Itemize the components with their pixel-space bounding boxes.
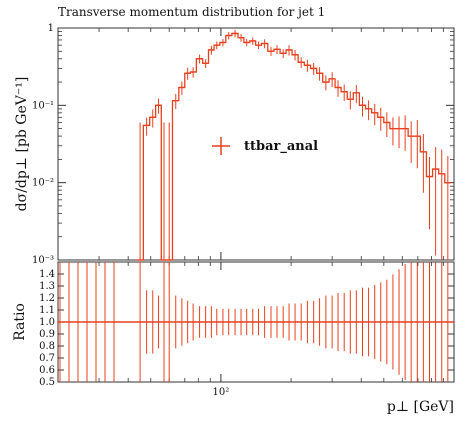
ratio-y-tick-label: 1.3 <box>39 281 55 292</box>
ratio-y-tick-label: 1.4 <box>39 269 55 280</box>
ratio-y-tick-label: 0.5 <box>39 377 55 388</box>
ratio-y-tick-label: 1.1 <box>39 305 55 316</box>
ratio-panel: 0.50.60.70.80.91.01.11.21.31.4 10² Ratio <box>12 261 455 398</box>
main-error-bars <box>139 29 449 260</box>
main-x-ticks <box>57 28 455 260</box>
xlabel: p⊥ [GeV] <box>387 399 454 415</box>
chart-title: Transverse momentum distribution for jet… <box>58 5 325 19</box>
main-y-tick-labels: 1 10⁻¹ 10⁻² 10⁻³ <box>32 23 54 266</box>
ratio-x-tick-label: 10² <box>213 387 230 398</box>
main-y-tick-label: 10⁻² <box>32 178 54 189</box>
ratio-y-tick-label: 0.8 <box>39 341 55 352</box>
ratio-y-tick-label: 0.6 <box>39 365 55 376</box>
legend-label: ttbar_anal <box>244 139 318 154</box>
main-y-tick-label: 10⁻³ <box>32 255 54 266</box>
ratio-x-ticks <box>57 262 455 382</box>
ratio-ylabel: Ratio <box>12 303 28 341</box>
main-y-ticks <box>58 27 454 261</box>
legend: ttbar_anal <box>212 137 318 155</box>
main-ylabel: dσ/dp⊥ [pb GeV⁻¹] <box>14 77 30 212</box>
ratio-y-tick-labels: 0.50.60.70.80.91.01.11.21.31.4 <box>39 269 55 388</box>
ratio-y-tick-label: 1.0 <box>39 317 55 328</box>
ratio-y-tick-label: 1.2 <box>39 293 55 304</box>
ratio-y-tick-label: 0.7 <box>39 353 55 364</box>
ratio-y-ticks <box>58 273 454 383</box>
main-y-tick-label: 10⁻¹ <box>32 100 54 111</box>
main-panel: 1 10⁻¹ 10⁻² 10⁻³ ttbar_anal dσ/dp⊥ [pb GeV⁻… <box>14 23 455 266</box>
ratio-y-tick-label: 0.9 <box>39 329 55 340</box>
main-y-tick-label: 1 <box>48 23 54 34</box>
main-frame <box>57 27 455 261</box>
